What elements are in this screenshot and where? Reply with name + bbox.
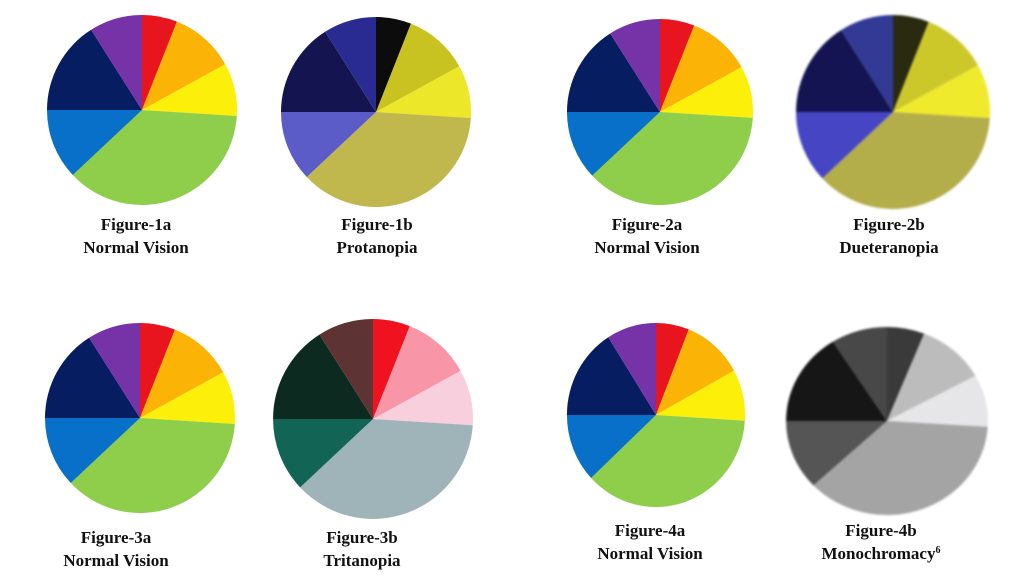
pie-slice-7 <box>319 319 373 419</box>
pie-chart-3b <box>273 319 473 519</box>
pie-slice-1 <box>656 322 689 415</box>
pie-slice-2 <box>893 21 978 113</box>
pie-slice-2 <box>376 23 460 113</box>
caption-subtitle: Protanopia <box>336 238 418 257</box>
caption-subtitle: Normal Vision <box>83 238 189 257</box>
caption-title: Figure-3b <box>326 528 398 547</box>
caption-1b: Figure-1b Protanopia <box>277 213 477 259</box>
pie-slice-5 <box>786 421 887 486</box>
pie-slice-2 <box>142 21 226 111</box>
caption-title: Figure-3a <box>80 528 152 547</box>
pie-slice-7 <box>89 323 140 418</box>
pie-slice-1 <box>373 319 410 419</box>
pie-slice-1 <box>142 15 177 110</box>
pie-slice-7 <box>832 326 887 421</box>
pie-slice-6 <box>45 337 140 418</box>
pie-slice-2 <box>887 333 976 421</box>
pie-slice-5 <box>796 112 893 179</box>
pie-slice-1 <box>140 323 175 418</box>
caption-subtitle-text: Monochromacy <box>821 544 936 563</box>
pie-slice-6 <box>273 334 373 419</box>
pie-slice-3 <box>373 370 473 426</box>
caption-3b: Figure-3b Tritanopia <box>262 526 462 572</box>
pie-slice-7 <box>325 17 376 112</box>
pie-slice-6 <box>566 33 660 112</box>
pie-slice-3 <box>140 372 235 424</box>
pie-slice-2 <box>140 329 224 418</box>
pie-slice-7 <box>608 322 656 415</box>
caption-1a: Figure-1a Normal Vision <box>36 213 236 259</box>
pie-slice-7 <box>610 18 660 113</box>
pie-slice-6 <box>566 337 656 415</box>
pie-slice-7 <box>841 15 893 112</box>
pie-slice-3 <box>376 66 471 118</box>
caption-title: Figure-4b <box>845 521 917 540</box>
pie-slice-2 <box>373 326 461 419</box>
pie-slice-1 <box>376 17 411 112</box>
caption-title: Figure-4a <box>614 521 686 540</box>
pie-slice-3 <box>660 67 754 118</box>
pie-slice-1 <box>893 15 929 112</box>
pie-slice-6 <box>47 29 142 110</box>
pie-slice-1 <box>660 18 695 113</box>
pie-slice-4 <box>70 418 235 513</box>
pie-slice-3 <box>893 65 990 119</box>
caption-subtitle: Normal Vision <box>597 544 703 563</box>
pie-slice-4 <box>72 110 237 205</box>
pie-slice-5 <box>566 415 656 478</box>
caption-subtitle: Normal Vision <box>594 238 700 257</box>
caption-2a: Figure-2a Normal Vision <box>547 213 747 259</box>
pie-chart-2a <box>566 18 754 206</box>
pie-slice-3 <box>887 375 988 427</box>
caption-subtitle: Tritanopia <box>323 551 401 570</box>
pie-slice-5 <box>281 112 376 178</box>
pie-slice-4 <box>592 112 753 206</box>
pie-slice-7 <box>91 15 142 110</box>
pie-chart-2b <box>796 15 990 209</box>
pie-chart-4b <box>786 326 988 516</box>
pie-chart-4a <box>566 322 746 508</box>
pie-slice-1 <box>887 326 925 421</box>
caption-2b: Figure-2b Dueteranopia <box>789 213 989 259</box>
pie-slice-5 <box>47 110 142 176</box>
pie-slice-6 <box>796 30 893 112</box>
footnote-superscript: 6 <box>935 545 941 556</box>
pie-slice-5 <box>45 418 140 484</box>
caption-4a: Figure-4a Normal Vision <box>550 519 750 565</box>
pie-slice-4 <box>813 421 988 516</box>
caption-3a: Figure-3a Normal Vision <box>16 526 216 572</box>
pie-slice-4 <box>300 419 473 519</box>
pie-chart-1a <box>47 15 237 205</box>
pie-slice-5 <box>566 112 660 176</box>
pie-slice-5 <box>273 419 373 488</box>
caption-subtitle: Dueteranopia <box>839 238 939 257</box>
pie-slice-4 <box>306 112 471 207</box>
caption-4b: Figure-4b Monochromacy6 <box>781 519 981 565</box>
pie-slice-3 <box>656 370 746 421</box>
pie-chart-3a <box>45 323 235 513</box>
pie-slice-4 <box>591 415 745 508</box>
pie-slice-6 <box>281 31 376 112</box>
caption-title: Figure-1a <box>100 215 172 234</box>
caption-subtitle: Monochromacy6 <box>781 542 981 565</box>
pie-slice-6 <box>786 341 887 421</box>
pie-slice-2 <box>660 25 742 112</box>
caption-title: Figure-1b <box>341 215 413 234</box>
pie-slice-2 <box>656 329 735 415</box>
pie-slice-4 <box>822 112 990 209</box>
caption-title: Figure-2a <box>611 215 683 234</box>
pie-chart-1b <box>281 17 471 207</box>
pie-slice-3 <box>142 64 237 116</box>
caption-title: Figure-2b <box>853 215 925 234</box>
caption-subtitle: Normal Vision <box>63 551 169 570</box>
